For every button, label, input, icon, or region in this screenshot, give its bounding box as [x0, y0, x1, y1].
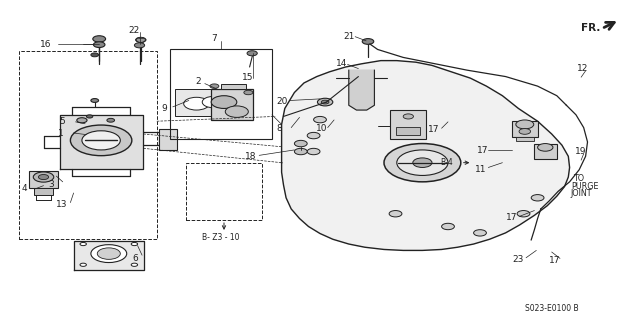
Text: 10: 10: [316, 124, 328, 133]
Circle shape: [397, 150, 448, 175]
Circle shape: [403, 114, 413, 119]
Text: 8: 8: [276, 124, 282, 133]
Circle shape: [82, 131, 120, 150]
Text: 3: 3: [49, 180, 54, 189]
Circle shape: [474, 230, 486, 236]
Circle shape: [38, 174, 49, 180]
Text: 20: 20: [276, 97, 288, 106]
Circle shape: [91, 99, 99, 102]
Text: 17: 17: [506, 213, 517, 222]
Circle shape: [247, 51, 257, 56]
Text: 6: 6: [132, 254, 138, 263]
Text: 4: 4: [21, 184, 27, 193]
Text: 23: 23: [512, 256, 524, 264]
Bar: [19, 51, 157, 239]
Bar: [516, 137, 534, 141]
Bar: [170, 49, 272, 139]
Circle shape: [131, 263, 138, 266]
Polygon shape: [349, 70, 374, 110]
Circle shape: [362, 39, 374, 44]
Text: 16: 16: [40, 40, 52, 48]
Circle shape: [516, 120, 534, 129]
Circle shape: [33, 172, 54, 182]
Bar: [396, 127, 420, 135]
Circle shape: [80, 263, 86, 266]
Circle shape: [519, 129, 531, 134]
Circle shape: [93, 42, 105, 48]
Circle shape: [70, 125, 132, 156]
Bar: [159, 129, 177, 150]
Circle shape: [77, 118, 87, 123]
Text: 13: 13: [56, 200, 68, 209]
Circle shape: [225, 106, 248, 117]
Polygon shape: [282, 61, 570, 250]
Circle shape: [80, 242, 86, 246]
Text: 19: 19: [575, 147, 586, 156]
Circle shape: [210, 84, 219, 88]
Bar: [29, 171, 58, 188]
Circle shape: [97, 248, 120, 259]
Text: 17: 17: [428, 125, 440, 134]
Text: TO: TO: [573, 174, 584, 183]
Text: B- Z3 - 10: B- Z3 - 10: [202, 233, 239, 242]
Circle shape: [321, 100, 329, 104]
Circle shape: [211, 96, 237, 108]
Bar: [211, 89, 253, 120]
Circle shape: [307, 148, 320, 155]
Text: 1: 1: [58, 130, 63, 138]
Bar: [221, 84, 246, 89]
Circle shape: [538, 144, 553, 151]
Text: 18: 18: [245, 152, 257, 161]
Text: FR.: FR.: [581, 23, 600, 33]
Circle shape: [91, 245, 127, 263]
Polygon shape: [60, 115, 143, 169]
Text: 5: 5: [60, 117, 65, 126]
Text: 17: 17: [549, 256, 561, 265]
Circle shape: [531, 195, 544, 201]
Circle shape: [317, 98, 333, 106]
Bar: [512, 121, 538, 137]
Text: 21: 21: [344, 32, 355, 41]
Circle shape: [93, 36, 106, 42]
Circle shape: [384, 144, 461, 182]
Circle shape: [184, 97, 209, 110]
Circle shape: [244, 90, 253, 95]
Text: S023-E0100 B: S023-E0100 B: [525, 304, 579, 313]
Text: 22: 22: [128, 26, 140, 35]
Circle shape: [517, 211, 530, 217]
Bar: [186, 163, 262, 220]
Circle shape: [136, 37, 146, 42]
Text: JOINT: JOINT: [571, 189, 593, 198]
Circle shape: [294, 148, 307, 155]
Text: 12: 12: [577, 64, 589, 73]
Text: PURGE: PURGE: [571, 182, 598, 191]
Bar: [34, 188, 53, 195]
Text: 15: 15: [242, 73, 253, 82]
Bar: [175, 89, 224, 116]
Polygon shape: [74, 241, 144, 270]
Circle shape: [314, 116, 326, 123]
Circle shape: [86, 115, 93, 118]
Text: B-4: B-4: [440, 158, 453, 167]
Circle shape: [413, 158, 432, 167]
Text: 14: 14: [336, 59, 348, 68]
Circle shape: [131, 242, 138, 246]
Bar: [390, 110, 426, 139]
Text: 17: 17: [477, 146, 488, 155]
Text: 2: 2: [195, 78, 201, 86]
Text: 11: 11: [475, 165, 486, 174]
Text: 7: 7: [211, 34, 217, 43]
Circle shape: [202, 96, 225, 108]
Circle shape: [294, 140, 307, 147]
Circle shape: [91, 53, 99, 57]
Circle shape: [307, 132, 320, 139]
Text: 9: 9: [161, 104, 167, 113]
Circle shape: [107, 118, 115, 122]
Circle shape: [134, 43, 145, 48]
Circle shape: [442, 223, 454, 230]
Bar: [534, 144, 557, 159]
Circle shape: [389, 211, 402, 217]
